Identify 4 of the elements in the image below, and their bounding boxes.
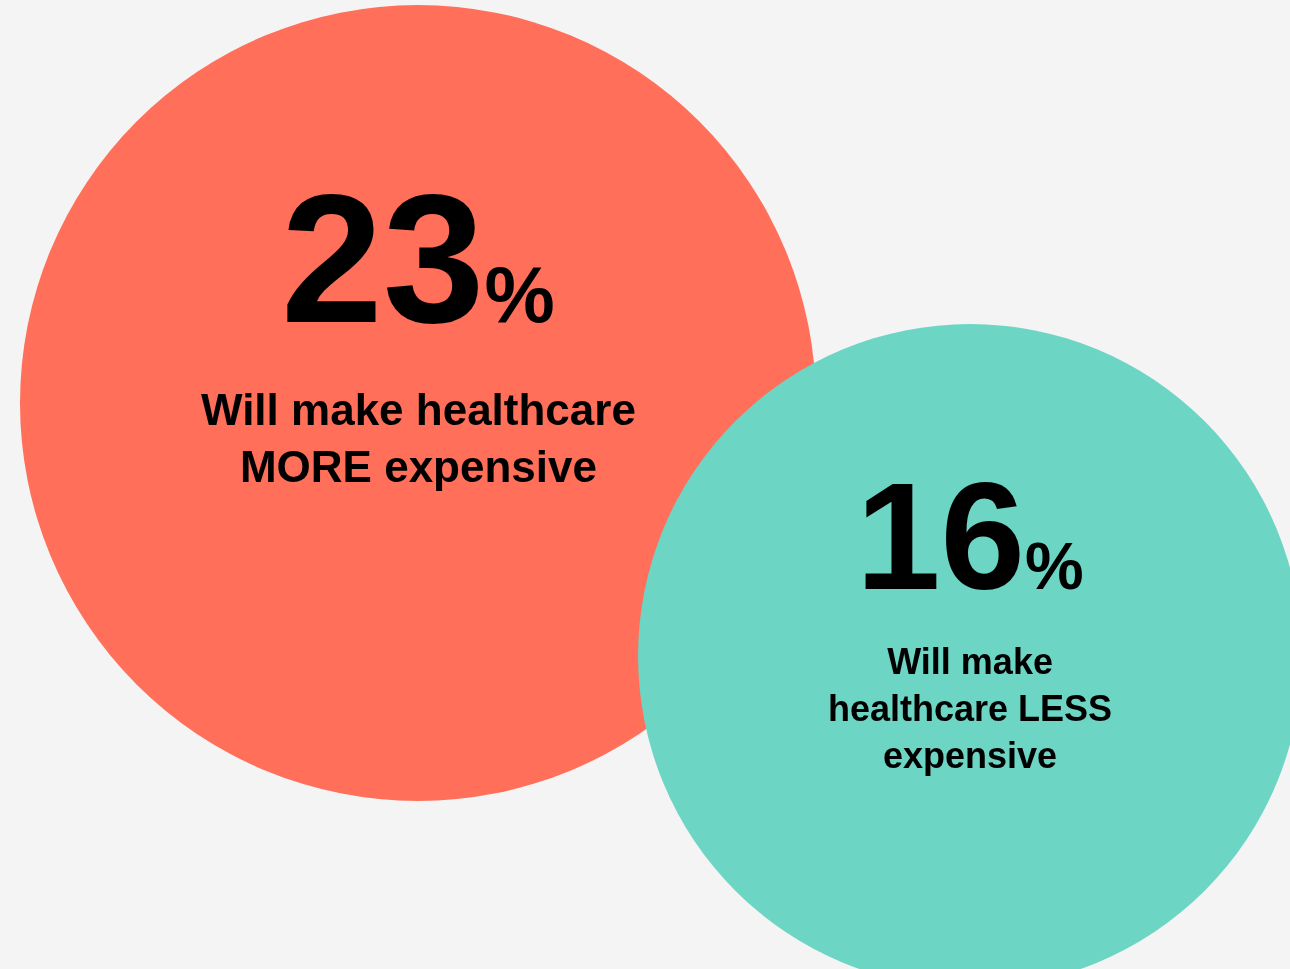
data-label: 23% [281, 156, 555, 361]
category-label: Will make healthcare MORE expensive [201, 385, 636, 492]
data-label: 16% [856, 451, 1084, 621]
category-label: Will make healthcare LESS expensive [828, 641, 1113, 776]
